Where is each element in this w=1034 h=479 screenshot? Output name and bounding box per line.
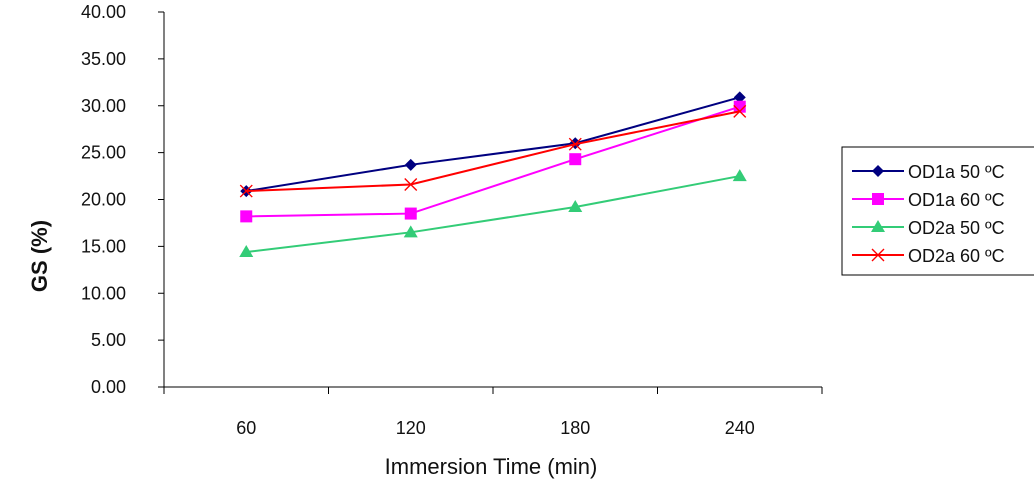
x-tick-label: 180 bbox=[560, 418, 590, 438]
series-3 bbox=[239, 169, 747, 257]
series-2 bbox=[240, 100, 746, 223]
legend-marker bbox=[872, 165, 884, 177]
data-point bbox=[569, 153, 582, 166]
legend-marker bbox=[872, 193, 884, 205]
y-tick-label: 10.00 bbox=[81, 283, 126, 303]
legend-label: OD1a 60 ºC bbox=[908, 190, 1005, 210]
series-line bbox=[246, 175, 740, 253]
data-point bbox=[733, 91, 746, 104]
y-tick-label: 0.00 bbox=[91, 377, 126, 397]
y-tick-label: 30.00 bbox=[81, 96, 126, 116]
series-line bbox=[246, 96, 741, 193]
legend: OD1a 50 ºC OD1a 60 ºC OD2a 50 ºC OD2a 60 ºC bbox=[841, 146, 1034, 276]
legend-box bbox=[841, 146, 1034, 276]
data-point bbox=[568, 200, 583, 212]
y-tick-label: 5.00 bbox=[91, 330, 126, 350]
legend-marker bbox=[871, 248, 885, 262]
legend-label: OD2a 50 ºC bbox=[908, 218, 1005, 238]
series-group bbox=[239, 91, 747, 257]
y-tick-label: 15.00 bbox=[81, 236, 126, 256]
y-tick-label: 40.00 bbox=[81, 2, 126, 22]
data-point bbox=[568, 137, 582, 151]
data-point bbox=[733, 104, 747, 118]
data-point bbox=[404, 178, 418, 191]
series-4 bbox=[239, 104, 747, 198]
y-axis-ticks: 0.00 5.00 10.00 15.00 20.00 25.00 30.00 35.00 40… bbox=[81, 2, 164, 397]
x-axis-ticks: 60 120 180 240 bbox=[163, 387, 823, 438]
data-point bbox=[403, 225, 418, 238]
y-tick-label: 25.00 bbox=[81, 143, 126, 163]
y-tick-label: 20.00 bbox=[81, 190, 126, 210]
data-point bbox=[732, 169, 747, 182]
series-line bbox=[246, 105, 741, 218]
y-tick-label: 35.00 bbox=[81, 49, 126, 69]
legend-marker bbox=[871, 220, 885, 232]
data-point bbox=[239, 184, 253, 198]
legend-label: OD2a 60 ºC bbox=[908, 246, 1005, 266]
data-point bbox=[733, 100, 746, 113]
legend-item: OD2a 60 ºC bbox=[852, 246, 1005, 266]
y-axis-title: GS (%) bbox=[27, 220, 52, 292]
axes bbox=[163, 12, 822, 388]
x-axis-title: Immersion Time (min) bbox=[385, 454, 598, 479]
data-point bbox=[239, 245, 254, 257]
series-line bbox=[246, 110, 740, 193]
series-1 bbox=[240, 91, 746, 198]
legend-item: OD1a 60 ºC bbox=[852, 190, 1005, 210]
legend-label: OD1a 50 ºC bbox=[908, 162, 1005, 182]
x-tick-label: 240 bbox=[725, 418, 755, 438]
data-point bbox=[240, 210, 253, 223]
legend-item: OD2a 50 ºC bbox=[852, 218, 1005, 238]
legend-item: OD1a 50 ºC bbox=[852, 162, 1005, 182]
data-point bbox=[404, 207, 417, 220]
data-point bbox=[404, 158, 417, 171]
x-tick-label: 60 bbox=[236, 418, 256, 438]
x-tick-label: 120 bbox=[396, 418, 426, 438]
